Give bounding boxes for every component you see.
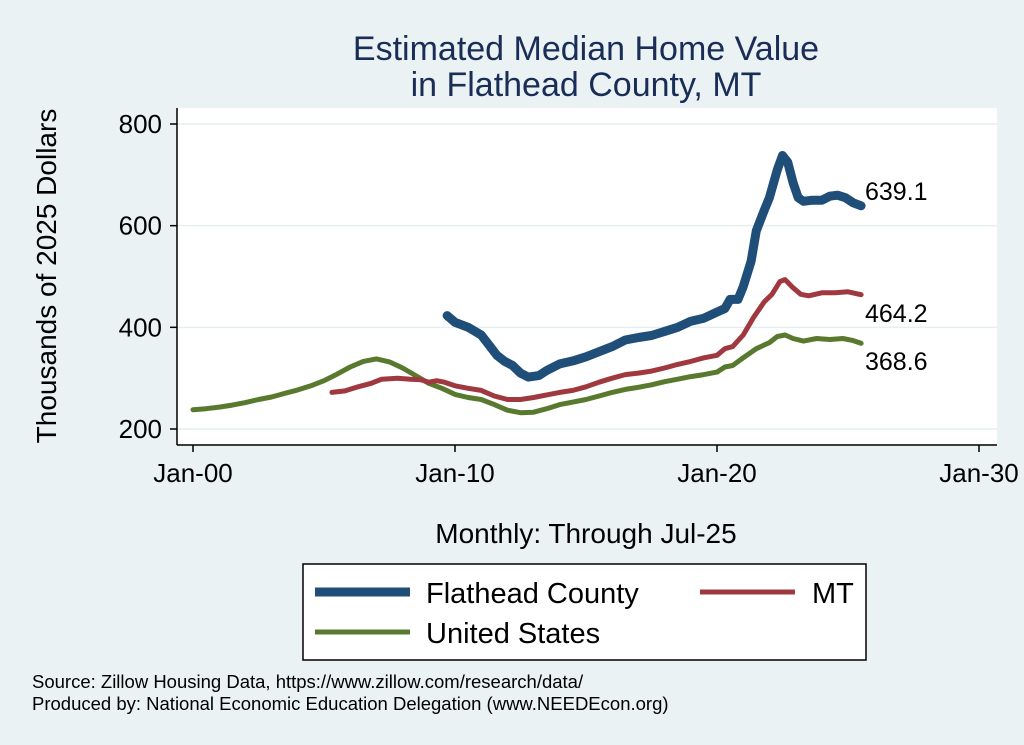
series-line-flathead: [442, 151, 866, 382]
x-tick-label: Jan-30: [939, 458, 1019, 488]
legend-box: [302, 563, 867, 661]
series-lines: [190, 151, 866, 416]
footer-produced-by: Produced by: National Economic Education…: [32, 693, 669, 714]
legend: Flathead County MT United States: [302, 563, 867, 661]
series-line-us: [190, 332, 864, 416]
end-label-flathead: 639.1: [865, 178, 928, 206]
x-tick-label: Jan-20: [677, 458, 757, 488]
chart-title-line-1: Estimated Median Home Value: [353, 30, 819, 68]
legend-label-mt: MT: [812, 578, 854, 610]
series-line-mt: [329, 277, 864, 402]
y-tick-label: 600: [119, 211, 162, 241]
legend-label-flathead: Flathead County: [426, 578, 639, 610]
x-axis-ticks: Jan-00 Jan-10 Jan-20 Jan-30: [153, 445, 1019, 488]
x-tick-label: Jan-00: [153, 458, 233, 488]
chart-title-line-2: in Flathead County, MT: [411, 66, 762, 104]
plot-area: [177, 108, 997, 445]
y-tick-label: 200: [119, 414, 162, 444]
y-axis-title: Thousands of 2025 Dollars: [31, 109, 62, 444]
footer-source: Source: Zillow Housing Data, https://www…: [32, 671, 584, 692]
y-tick-label: 400: [119, 312, 162, 342]
y-tick-label: 800: [119, 109, 162, 139]
end-label-mt: 464.2: [865, 300, 928, 328]
grid-lines: [177, 123, 997, 430]
legend-label-us: United States: [426, 618, 600, 650]
x-axis-title: Monthly: Through Jul-25: [435, 518, 736, 549]
x-tick-label: Jan-10: [415, 458, 495, 488]
end-label-us: 368.6: [865, 348, 928, 376]
y-axis-ticks: 200 400 600 800: [119, 109, 177, 444]
